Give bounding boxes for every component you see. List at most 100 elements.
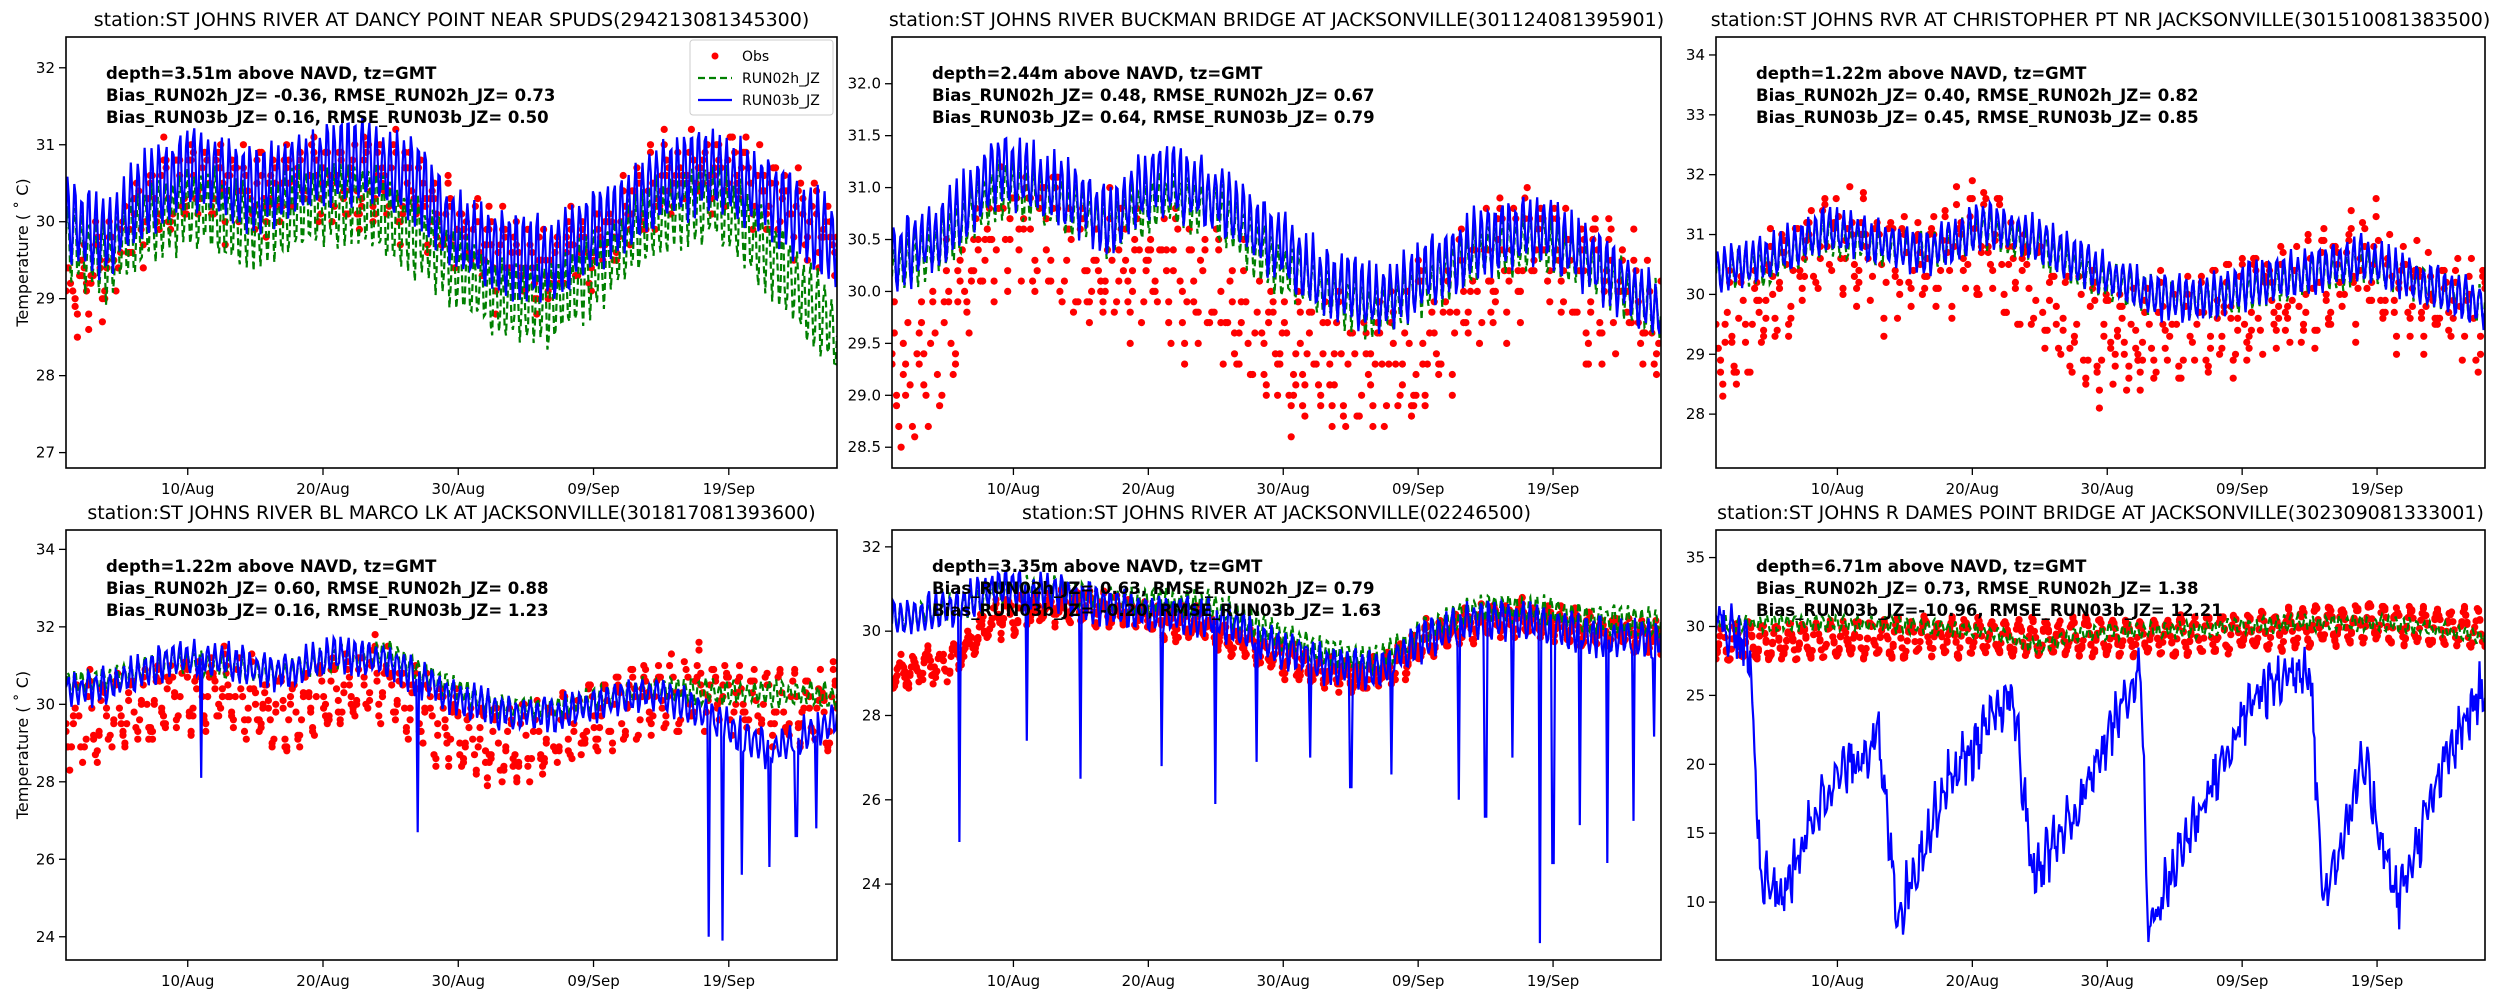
obs-point bbox=[2186, 332, 2194, 340]
obs-point bbox=[90, 735, 98, 743]
obs-point bbox=[1591, 225, 1599, 233]
obs-point bbox=[2219, 613, 2227, 621]
obs-point bbox=[954, 298, 962, 306]
obs-point bbox=[1851, 630, 1859, 638]
obs-point bbox=[292, 708, 300, 716]
obs-point bbox=[1929, 644, 1937, 653]
obs-point bbox=[1140, 298, 1148, 306]
obs-point bbox=[371, 631, 379, 639]
x-tick-label: 19/Sep bbox=[703, 480, 755, 498]
obs-point bbox=[2136, 368, 2144, 376]
obs-point bbox=[1276, 350, 1284, 358]
obs-point bbox=[1505, 267, 1513, 275]
obs-point bbox=[1986, 260, 1995, 269]
obs-point bbox=[2238, 254, 2246, 263]
obs-point bbox=[1781, 644, 1789, 652]
y-tick-label: 30 bbox=[1686, 285, 1705, 303]
obs-point bbox=[2404, 308, 2412, 316]
obs-point bbox=[2029, 618, 2037, 626]
y-tick-label: 32 bbox=[36, 618, 55, 636]
obs-point bbox=[1119, 621, 1127, 629]
obs-point bbox=[2052, 320, 2060, 328]
obs-point bbox=[924, 422, 932, 431]
obs-point bbox=[2086, 302, 2094, 310]
obs-point bbox=[2472, 356, 2480, 364]
obs-point bbox=[1269, 298, 1277, 306]
panel-title: station:ST JOHNS RIVER BUCKMAN BRIDGE AT… bbox=[889, 9, 1664, 31]
obs-point bbox=[2030, 627, 2038, 635]
obs-point bbox=[1135, 246, 1143, 254]
obs-point bbox=[1478, 319, 1486, 327]
obs-point bbox=[2395, 611, 2403, 620]
obs-point bbox=[1063, 256, 1071, 264]
obs-point bbox=[1085, 319, 1093, 327]
obs-point bbox=[2481, 284, 2485, 292]
obs-point bbox=[377, 720, 385, 728]
obs-point bbox=[1996, 647, 2004, 655]
obs-point bbox=[2168, 639, 2176, 647]
obs-point bbox=[905, 684, 913, 692]
obs-point bbox=[2057, 350, 2065, 358]
obs-point bbox=[1242, 298, 1250, 306]
obs-point bbox=[1119, 267, 1127, 275]
obs-point bbox=[695, 638, 703, 646]
x-tick-label: 20/Aug bbox=[1946, 480, 1999, 498]
obs-point bbox=[1301, 381, 1309, 389]
obs-point bbox=[110, 716, 118, 724]
obs-point bbox=[1419, 339, 1427, 347]
obs-point bbox=[1364, 370, 1372, 379]
obs-point bbox=[345, 681, 353, 689]
obs-point bbox=[204, 693, 212, 701]
obs-point bbox=[1296, 308, 1304, 316]
obs-point bbox=[1308, 308, 1316, 316]
obs-point bbox=[1732, 380, 1740, 388]
obs-point bbox=[2281, 326, 2289, 334]
obs-point bbox=[1412, 370, 1420, 379]
obs-point bbox=[1976, 622, 1985, 630]
obs-point bbox=[1142, 267, 1150, 275]
stats-annotation: Bias_RUN03b_JZ= 0.16, RMSE_RUN03b_JZ= 0.… bbox=[106, 108, 549, 127]
obs-point bbox=[1888, 654, 1896, 662]
obs-point bbox=[2070, 619, 2078, 627]
obs-point bbox=[636, 716, 644, 724]
obs-point bbox=[933, 370, 942, 379]
obs-point bbox=[1407, 412, 1416, 420]
obs-point bbox=[946, 667, 954, 675]
obs-point bbox=[432, 755, 440, 763]
obs-point bbox=[1905, 278, 1913, 286]
obs-point bbox=[1491, 298, 1499, 306]
obs-point bbox=[2091, 296, 2099, 304]
obs-point bbox=[402, 724, 410, 732]
obs-point bbox=[1051, 623, 1059, 631]
obs-point bbox=[1224, 319, 1232, 327]
obs-point bbox=[1292, 381, 1300, 389]
obs-point bbox=[951, 360, 960, 368]
obs-point bbox=[502, 743, 510, 751]
obs-point bbox=[432, 762, 440, 770]
obs-point bbox=[1573, 308, 1581, 316]
obs-point bbox=[1914, 219, 1922, 227]
obs-point bbox=[1968, 195, 1976, 203]
obs-point bbox=[1848, 644, 1856, 652]
obs-point bbox=[967, 277, 976, 285]
obs-point bbox=[1020, 225, 1028, 233]
obs-point bbox=[2095, 404, 2103, 412]
obs-point bbox=[1822, 640, 1830, 649]
obs-point bbox=[1968, 177, 1976, 185]
y-tick-label: 28 bbox=[36, 773, 55, 791]
obs-point bbox=[2161, 326, 2169, 334]
obs-point bbox=[1748, 633, 1756, 641]
obs-point bbox=[2447, 332, 2455, 340]
obs-point bbox=[1510, 204, 1518, 212]
obs-point bbox=[1775, 284, 1784, 292]
obs-point bbox=[2079, 636, 2087, 644]
obs-point bbox=[229, 716, 237, 724]
obs-point bbox=[1523, 184, 1531, 192]
obs-point bbox=[459, 755, 468, 763]
obs-point bbox=[1108, 256, 1116, 264]
obs-point bbox=[2159, 638, 2167, 646]
obs-point bbox=[2256, 326, 2264, 334]
obs-point bbox=[2166, 332, 2174, 340]
obs-point bbox=[553, 758, 561, 767]
obs-point bbox=[1006, 610, 1014, 618]
